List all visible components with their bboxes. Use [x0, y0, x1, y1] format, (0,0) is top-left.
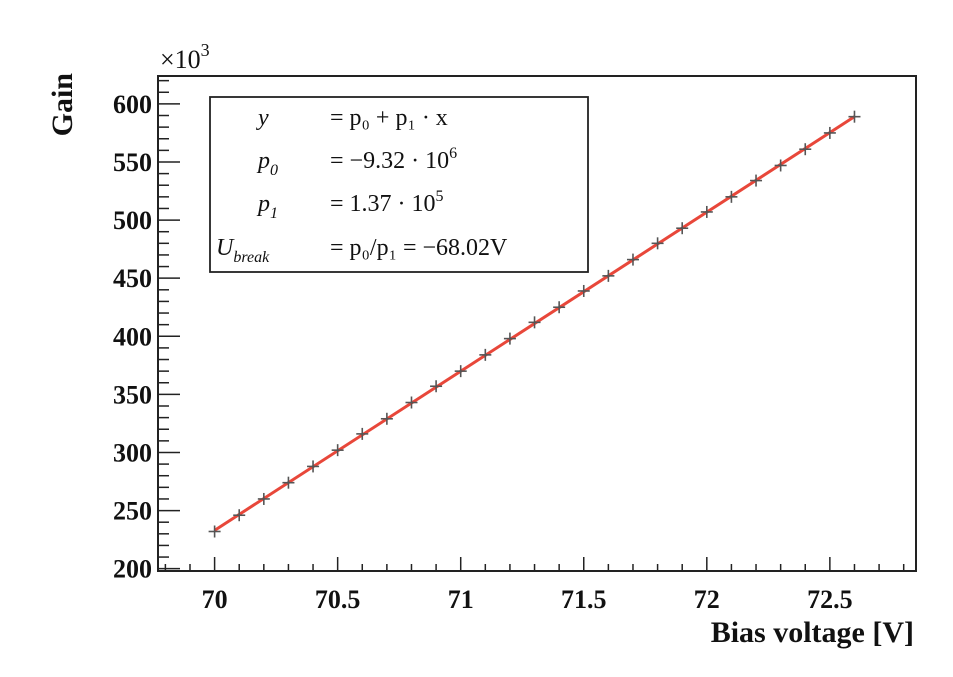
data-point: [774, 159, 787, 172]
data-point: [848, 110, 861, 123]
y-tick-label: 200: [113, 555, 152, 584]
data-point: [430, 380, 443, 393]
y-tick-label: 450: [113, 264, 152, 293]
data-point: [700, 205, 713, 218]
stats-row-label-subscript: 1: [270, 205, 278, 222]
y-tick-label: 250: [113, 497, 152, 526]
x-axis-title: Bias voltage [V]: [711, 616, 914, 649]
y-tick-label: 350: [113, 380, 152, 409]
data-point: [823, 126, 836, 139]
data-points: [208, 110, 861, 538]
x-tick-label: 72: [694, 585, 720, 614]
data-point: [356, 427, 369, 440]
plot-frame: [157, 75, 917, 572]
data-point: [676, 222, 689, 235]
data-point: [528, 316, 541, 329]
data-point: [331, 444, 344, 457]
y-tick-label: 300: [113, 438, 152, 467]
data-point: [454, 365, 467, 378]
stats-row-label: y: [256, 105, 269, 131]
stats-row-label-subscript: break: [233, 249, 270, 266]
data-point: [626, 253, 639, 266]
x-tick-label: 71: [448, 585, 474, 614]
data-point: [405, 396, 418, 409]
x-tick-label: 72.5: [807, 585, 853, 614]
axes: 70 70.5 71 71.5 72 72.5 200 250 300 350 400 450 500 5…: [113, 79, 905, 614]
data-point: [503, 332, 516, 345]
data-point: [380, 412, 393, 425]
y-tick-label: 550: [113, 148, 152, 177]
data-point: [208, 525, 221, 538]
y-axis-title: Gain: [46, 73, 79, 137]
stats-row-value: = p₀/p₁ = −68.02V: [330, 235, 508, 261]
stats-row-label-subscript: 0: [270, 162, 278, 179]
data-point: [602, 269, 615, 282]
data-point: [750, 174, 763, 187]
x-tick-label: 70: [202, 585, 228, 614]
stats-row-value: = 1.37 · 105: [330, 188, 444, 217]
y-tick-label: 600: [113, 90, 152, 119]
stats-box-frame: [209, 96, 589, 273]
data-point: [725, 190, 738, 203]
data-point: [233, 509, 246, 522]
data-point: [651, 237, 664, 250]
data-point: [479, 348, 492, 361]
y-axis-multiplier-base: ×10: [160, 45, 201, 74]
data-point: [282, 476, 295, 489]
y-axis-multiplier: ×103: [160, 40, 210, 74]
y-tick-label: 400: [113, 322, 152, 351]
data-point: [577, 284, 590, 297]
x-tick-label: 70.5: [315, 585, 361, 614]
data-point: [799, 143, 812, 156]
y-axis-multiplier-exponent: 3: [201, 40, 210, 60]
x-tick-label: 71.5: [561, 585, 607, 614]
stats-row-value: = −9.32 · 106: [330, 145, 457, 174]
y-tick-label: 500: [113, 206, 152, 235]
data-point: [307, 460, 320, 473]
stats-row-value: = p₀ + p₁ · x: [330, 105, 448, 131]
data-point: [553, 301, 566, 314]
data-point: [257, 492, 270, 505]
